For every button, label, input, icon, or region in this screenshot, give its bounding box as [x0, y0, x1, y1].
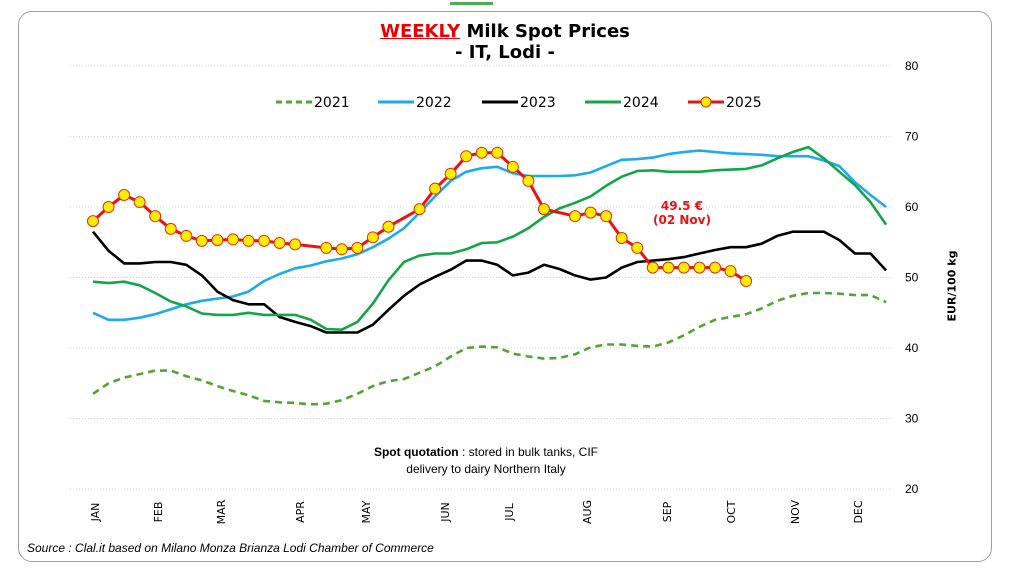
data-point-2025: [475, 146, 488, 159]
data-point-2025: [506, 160, 519, 173]
data-point-2025: [677, 261, 690, 274]
series-line-2022: [92, 149, 887, 322]
data-point-2025: [211, 234, 224, 247]
data-point-2025: [149, 210, 162, 223]
legend-label-2024: 2024: [623, 95, 659, 111]
data-point-2025: [351, 241, 364, 254]
note-line2: delivery to dairy Northern Italy: [406, 462, 566, 476]
data-point-2025: [413, 203, 426, 216]
data-point-2025: [537, 203, 550, 216]
y-tick-label: 40: [905, 341, 919, 355]
data-point-2025: [102, 201, 115, 213]
x-tick-label-nov: NOV: [789, 499, 802, 524]
legend-label-2025: 2025: [726, 95, 762, 111]
data-point-2025: [460, 150, 473, 163]
data-point-2025: [569, 210, 582, 223]
data-point-2025: [258, 234, 271, 247]
x-tick-label-sep: SEP: [661, 501, 674, 522]
title-text: Milk Spot Prices: [460, 21, 630, 42]
data-point-2025: [320, 241, 333, 254]
title-highlight: WEEKLY: [380, 21, 461, 42]
y-tick-label: 60: [905, 200, 919, 214]
top-accent-bar: [450, 2, 493, 5]
y-tick-label: 50: [905, 271, 919, 285]
x-tick-label-apr: APR: [294, 501, 307, 523]
data-point-2025: [693, 261, 706, 274]
data-point-2025: [289, 238, 302, 251]
data-point-2025: [429, 182, 442, 195]
data-point-2025: [164, 222, 177, 235]
legend-label-2021: 2021: [314, 95, 350, 111]
annotation-line-1: 49.5 €: [661, 199, 703, 213]
legend-marker-2025: [700, 96, 712, 108]
x-tick-label-dec: DEC: [852, 500, 865, 523]
data-point-2025: [382, 220, 395, 233]
note-rest: : stored in bulk tanks, CIF: [458, 445, 599, 459]
y-tick-label: 80: [905, 59, 919, 73]
data-point-2025: [631, 241, 644, 254]
x-tick-label-jan: JAN: [89, 503, 102, 523]
annotation-line-2: (02 Nov): [653, 213, 711, 227]
legend-label-2023: 2023: [520, 95, 556, 111]
data-point-2025: [584, 206, 597, 219]
x-tick-label-mar: MAR: [215, 499, 228, 524]
data-point-2025: [273, 236, 286, 249]
data-point-2025: [491, 146, 504, 159]
chart-subtitle: - IT, Lodi -: [455, 42, 555, 63]
data-point-2025: [366, 231, 379, 244]
x-tick-label-may: MAY: [360, 500, 373, 523]
data-point-2025: [444, 167, 457, 180]
x-tick-label-jul: JUL: [503, 502, 516, 521]
data-point-2025: [335, 243, 348, 256]
data-point-2025: [600, 210, 613, 223]
series-line-2025: [91, 151, 747, 283]
x-tick-label-jun: JUN: [439, 502, 452, 523]
data-point-2025: [180, 229, 193, 242]
chart-title: WEEKLY Milk Spot Prices - IT, Lodi -: [0, 21, 1010, 63]
data-point-2025: [709, 261, 721, 274]
data-point-2025: [195, 234, 208, 247]
y-tick-label: 30: [905, 412, 919, 426]
y-axis-label: EUR/100 kg: [945, 250, 959, 322]
data-point-2025: [522, 174, 535, 187]
x-tick-label-feb: FEB: [152, 502, 165, 523]
data-point-2025: [740, 275, 753, 288]
x-tick-label-oct: OCT: [725, 500, 738, 523]
y-tick-label: 70: [905, 130, 919, 144]
data-point-2025: [226, 233, 239, 246]
series-line-2021: [92, 291, 887, 406]
legend-label-2022: 2022: [416, 95, 452, 111]
data-point-2025: [646, 261, 659, 274]
data-point-2025: [118, 189, 131, 202]
data-point-2025: [87, 215, 99, 228]
y-tick-label: 20: [905, 482, 919, 496]
chart-frame: [18, 11, 992, 562]
data-point-2025: [133, 196, 146, 209]
series-line-2023: [91, 230, 888, 334]
spot-quotation-note: Spot quotation : stored in bulk tanks, C…: [326, 444, 646, 478]
source-text: Source : Clal.it based on Milano Monza B…: [27, 541, 434, 555]
data-point-2025: [615, 232, 628, 245]
note-bold: Spot quotation: [373, 445, 459, 459]
series-line-2024: [92, 145, 888, 331]
data-point-2025: [242, 234, 255, 247]
data-point-2025: [662, 261, 675, 274]
data-point-2025: [724, 265, 737, 278]
x-tick-label-aug: AUG: [581, 500, 594, 524]
